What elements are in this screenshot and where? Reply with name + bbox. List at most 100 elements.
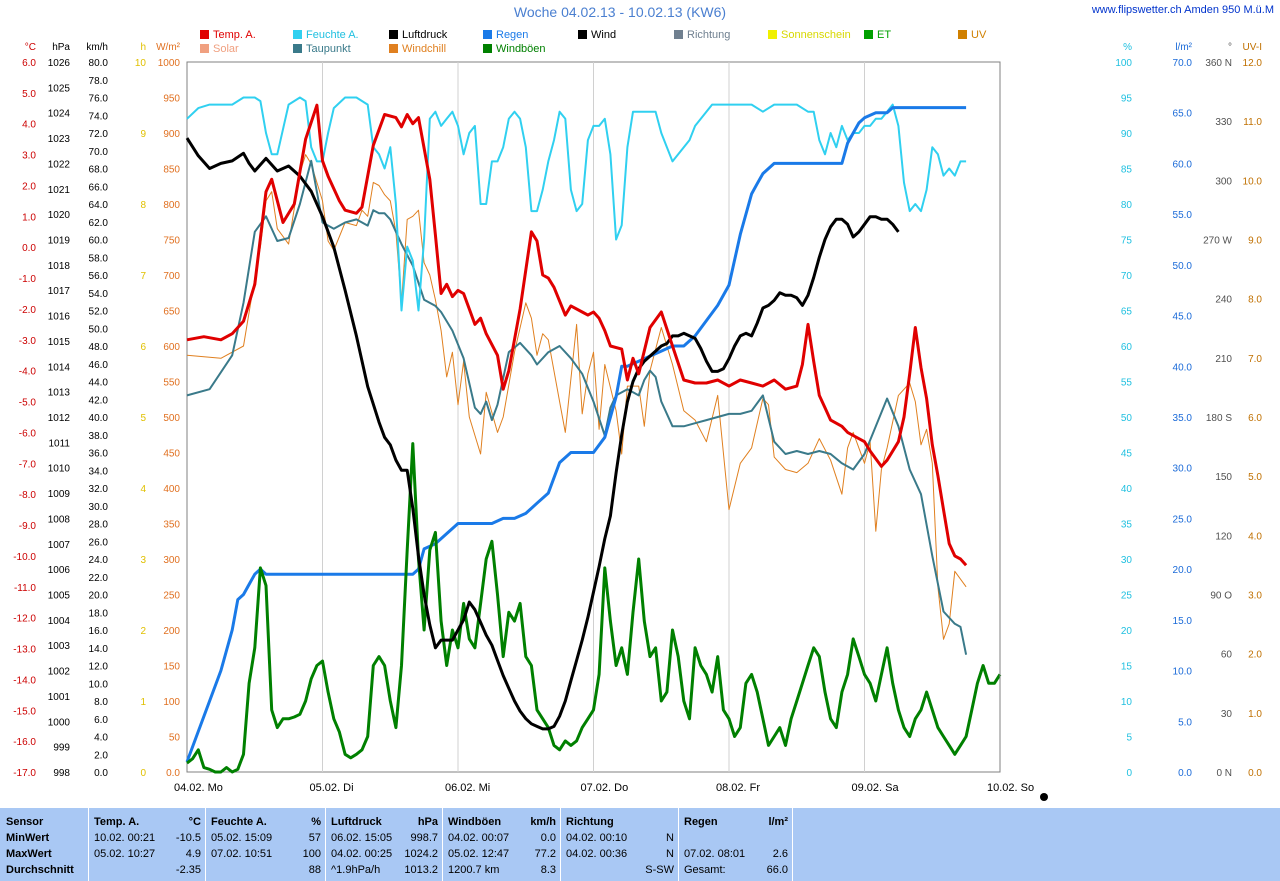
tick-label: 60.0 <box>89 236 109 247</box>
stats-unit: l/m² <box>768 816 788 828</box>
stats-header: Sensor <box>6 816 44 828</box>
legend-swatch <box>483 44 492 53</box>
stats-value: 998.7 <box>410 832 438 844</box>
tick-label: 500 <box>163 413 180 424</box>
tick-label: 65 <box>1121 307 1133 318</box>
tick-label: 70.0 <box>89 147 109 158</box>
tick-label: 250 <box>163 591 180 602</box>
tick-label: 20.0 <box>1173 565 1193 576</box>
legend-label: Regen <box>496 29 528 41</box>
tick-label: 40.0 <box>89 413 109 424</box>
axis-unit: h <box>140 42 146 53</box>
tick-label: 65.0 <box>1173 109 1193 120</box>
tick-label: 90 O <box>1210 591 1232 602</box>
stats-value: 8.3 <box>540 864 556 876</box>
stats-cell: 04.02. 00:25 <box>331 848 393 860</box>
tick-label: 50.0 <box>1173 261 1193 272</box>
tick-label: 26.0 <box>89 537 109 548</box>
stats-separator <box>88 808 89 881</box>
tick-label: 30 <box>1121 555 1133 566</box>
tick-label: 1016 <box>48 312 71 323</box>
stats-value: 88 <box>308 864 321 876</box>
stats-separator <box>325 808 326 881</box>
legend-label: Solar <box>213 43 239 55</box>
stats-separator <box>205 808 206 881</box>
tick-label: -15.0 <box>13 706 36 717</box>
tick-label: 4.0 <box>94 733 108 744</box>
stats-column: Luftdruck hPa 06.02. 15:05 998.7 04.02. 00:2… <box>331 808 438 881</box>
tick-label: -16.0 <box>13 737 36 748</box>
stats-cell: 05.02. 15:09 <box>211 832 273 844</box>
stats-cell: 04.02. 00:10 <box>566 832 628 844</box>
stats-separator <box>560 808 561 881</box>
tick-label: 80.0 <box>89 58 109 69</box>
tick-label: -11.0 <box>14 583 36 594</box>
legend-swatch <box>293 30 302 39</box>
tick-label: 14.0 <box>89 644 109 655</box>
tick-label: 18.0 <box>89 608 109 619</box>
legend-swatch <box>958 30 967 39</box>
stats-column: Sensor MinWert MaxWert Durchschnitt <box>6 808 84 881</box>
legend-label: Taupunkt <box>306 43 351 55</box>
tick-label: 45 <box>1121 449 1133 460</box>
tick-label: 60 <box>1121 342 1133 353</box>
legend-label: Richtung <box>687 29 730 41</box>
tick-label: 0.0 <box>1248 768 1262 779</box>
stats-value: S-SW <box>645 864 674 876</box>
tick-label: 60 <box>1221 650 1233 661</box>
tick-label: 998 <box>53 768 70 779</box>
tick-label: 24.0 <box>89 555 109 566</box>
tick-label: 35 <box>1121 520 1133 531</box>
tick-label: -12.0 <box>13 614 36 625</box>
tick-label: 1013 <box>48 388 71 399</box>
tick-label: 1.0 <box>1248 709 1262 720</box>
tick-label: -8.0 <box>19 490 37 501</box>
tick-label: 150 <box>1215 472 1232 483</box>
legend-label: Temp. A. <box>213 29 256 41</box>
tick-label: 80 <box>1121 200 1133 211</box>
tick-label: 360 N <box>1205 58 1232 69</box>
stats-column: Temp. A. °C 10.02. 00:21 -10.5 05.02. 10:27 4… <box>94 808 201 881</box>
stats-column: Regen l/m² 07.02. 08:01 2.6 Gesamt: 66.0 <box>684 808 788 881</box>
day-label: 10.02. So <box>987 782 1034 794</box>
tick-label: 120 <box>1215 531 1232 542</box>
tick-label: 58.0 <box>89 253 109 264</box>
weather-chart: 04.02. Mo 05.02. Di 06.02. Mi 07.02. Do 08.0… <box>13 29 1262 801</box>
tick-label: 46.0 <box>89 360 109 371</box>
stats-value: 2.6 <box>772 848 788 860</box>
stats-cell: 05.02. 12:47 <box>448 848 510 860</box>
tick-label: 20 <box>1121 626 1133 637</box>
legend-swatch <box>768 30 777 39</box>
axis-unit: l/m² <box>1175 42 1192 53</box>
tick-label: 4.0 <box>22 120 36 131</box>
tick-label: 850 <box>163 165 180 176</box>
axis-unit: W/m² <box>156 42 181 53</box>
tick-label: 1002 <box>48 667 71 678</box>
stats-value: 4.9 <box>185 848 201 860</box>
tick-label: 5.0 <box>1248 472 1262 483</box>
tick-label: 55 <box>1121 378 1133 389</box>
tick-label: -17.0 <box>13 768 36 779</box>
stats-value: N <box>666 832 674 844</box>
tick-label: 76.0 <box>89 94 109 105</box>
tick-label: 0 <box>1126 768 1132 779</box>
tick-label: 2.0 <box>94 750 108 761</box>
tick-label: 15.0 <box>1173 616 1193 627</box>
tick-label: 180 S <box>1206 413 1232 424</box>
tick-label: 32.0 <box>89 484 109 495</box>
tick-label: 6 <box>140 342 146 353</box>
series-regen <box>185 106 967 763</box>
tick-label: 1014 <box>48 362 71 373</box>
site-label[interactable]: www.flipswetter.ch Amden 950 M.ü.M <box>1091 4 1274 16</box>
tick-label: 1024 <box>48 109 71 120</box>
tick-label: 400 <box>163 484 180 495</box>
day-label: 05.02. Di <box>310 782 354 794</box>
tick-label: -9.0 <box>19 521 37 532</box>
tick-label: 60.0 <box>1173 159 1193 170</box>
stats-table: Sensor MinWert MaxWert Durchschnitt Temp. A.… <box>0 808 1280 881</box>
tick-label: 50 <box>169 733 181 744</box>
day-label: 08.02. Fr <box>716 782 760 794</box>
legend-swatch <box>293 44 302 53</box>
tick-label: 5 <box>140 413 146 424</box>
tick-label: 36.0 <box>89 449 109 460</box>
